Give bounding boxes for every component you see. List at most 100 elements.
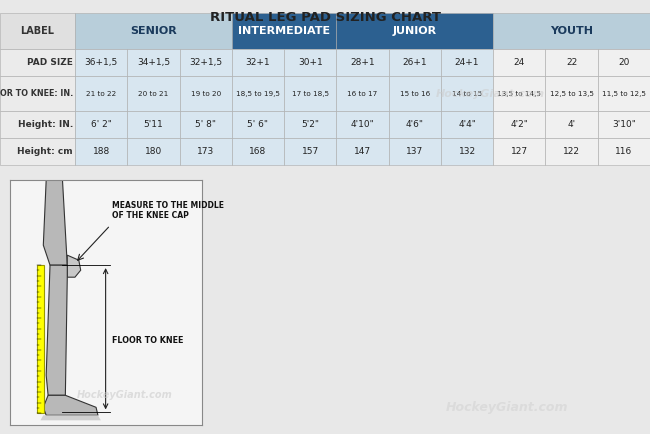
Bar xyxy=(598,112,650,138)
Bar xyxy=(493,138,545,165)
Bar xyxy=(598,49,650,76)
Text: 24: 24 xyxy=(514,58,525,67)
Text: 137: 137 xyxy=(406,147,423,156)
Bar xyxy=(75,76,127,112)
Bar xyxy=(0,49,75,76)
Bar xyxy=(36,265,44,413)
Text: 36+1,5: 36+1,5 xyxy=(84,58,118,67)
Text: HockeyGiant.com: HockeyGiant.com xyxy=(436,89,545,99)
Text: 13,5 to 14,5: 13,5 to 14,5 xyxy=(497,91,541,97)
Text: 26+1: 26+1 xyxy=(402,58,427,67)
Bar xyxy=(232,49,284,76)
Bar xyxy=(336,112,389,138)
Text: FLOOR TO KNEE: FLOOR TO KNEE xyxy=(112,336,184,345)
Bar xyxy=(284,76,336,112)
Text: 157: 157 xyxy=(302,147,319,156)
Bar xyxy=(179,49,232,76)
Text: FLOOR TO KNEE: IN.: FLOOR TO KNEE: IN. xyxy=(0,89,73,98)
Bar xyxy=(389,112,441,138)
Bar xyxy=(127,112,179,138)
Text: 32+1,5: 32+1,5 xyxy=(189,58,222,67)
Polygon shape xyxy=(68,255,81,277)
Text: 12,5 to 13,5: 12,5 to 13,5 xyxy=(550,91,593,97)
Bar xyxy=(545,76,598,112)
Text: 127: 127 xyxy=(511,147,528,156)
Text: 4'10": 4'10" xyxy=(350,120,374,129)
Bar xyxy=(179,138,232,165)
Bar xyxy=(336,138,389,165)
Text: 11,5 to 12,5: 11,5 to 12,5 xyxy=(602,91,646,97)
Text: 4'4": 4'4" xyxy=(458,120,476,129)
Bar xyxy=(232,112,284,138)
Bar xyxy=(75,112,127,138)
Text: 180: 180 xyxy=(145,147,162,156)
Text: HockeyGiant.com: HockeyGiant.com xyxy=(446,401,568,414)
Text: PAD SIZE: PAD SIZE xyxy=(27,58,73,67)
Bar xyxy=(75,138,127,165)
Text: 21 to 22: 21 to 22 xyxy=(86,91,116,97)
Text: 4'2": 4'2" xyxy=(510,120,528,129)
Text: 17 to 18,5: 17 to 18,5 xyxy=(292,91,329,97)
Bar xyxy=(75,13,232,49)
Bar xyxy=(493,13,650,49)
Text: 20 to 21: 20 to 21 xyxy=(138,91,168,97)
Bar xyxy=(545,49,598,76)
Text: LABEL: LABEL xyxy=(21,26,55,36)
Text: 6' 2": 6' 2" xyxy=(91,120,112,129)
Text: 30+1: 30+1 xyxy=(298,58,322,67)
Text: 32+1: 32+1 xyxy=(246,58,270,67)
Polygon shape xyxy=(44,180,68,265)
Bar xyxy=(545,138,598,165)
Bar xyxy=(232,13,336,49)
Polygon shape xyxy=(44,395,98,415)
Text: Height: IN.: Height: IN. xyxy=(18,120,73,129)
Bar xyxy=(284,49,336,76)
Text: 5'11: 5'11 xyxy=(144,120,163,129)
Text: 4'6": 4'6" xyxy=(406,120,424,129)
Text: RITUAL LEG PAD SIZING CHART: RITUAL LEG PAD SIZING CHART xyxy=(209,11,441,24)
Text: 122: 122 xyxy=(563,147,580,156)
Text: 16 to 17: 16 to 17 xyxy=(347,91,378,97)
Bar xyxy=(0,76,75,112)
Bar xyxy=(545,112,598,138)
Text: YOUTH: YOUTH xyxy=(550,26,593,36)
Bar xyxy=(0,112,75,138)
Bar xyxy=(127,49,179,76)
Bar xyxy=(232,138,284,165)
Bar xyxy=(336,49,389,76)
Bar xyxy=(493,76,545,112)
Bar xyxy=(441,138,493,165)
Text: 24+1: 24+1 xyxy=(455,58,479,67)
Bar xyxy=(0,13,75,49)
Bar xyxy=(493,49,545,76)
Bar xyxy=(389,49,441,76)
Text: 19 to 20: 19 to 20 xyxy=(190,91,221,97)
Text: 173: 173 xyxy=(197,147,214,156)
Text: 28+1: 28+1 xyxy=(350,58,375,67)
Text: HockeyGiant.com: HockeyGiant.com xyxy=(77,390,173,400)
Bar xyxy=(284,112,336,138)
Bar xyxy=(232,76,284,112)
Text: 34+1,5: 34+1,5 xyxy=(137,58,170,67)
Text: Height: cm: Height: cm xyxy=(18,147,73,156)
Bar xyxy=(598,138,650,165)
Text: 132: 132 xyxy=(458,147,476,156)
Text: 168: 168 xyxy=(250,147,266,156)
Bar xyxy=(179,112,232,138)
Bar xyxy=(389,76,441,112)
Bar xyxy=(441,76,493,112)
Polygon shape xyxy=(46,265,68,395)
Text: 5'2": 5'2" xyxy=(301,120,319,129)
Bar xyxy=(127,138,179,165)
Polygon shape xyxy=(40,415,101,420)
Bar xyxy=(0,138,75,165)
Text: 18,5 to 19,5: 18,5 to 19,5 xyxy=(236,91,280,97)
Text: 3'10": 3'10" xyxy=(612,120,636,129)
Text: INTERMEDIATE: INTERMEDIATE xyxy=(238,26,330,36)
Bar xyxy=(598,76,650,112)
Text: 22: 22 xyxy=(566,58,577,67)
Text: 5' 6": 5' 6" xyxy=(248,120,268,129)
Bar xyxy=(389,138,441,165)
Text: MEASURE TO THE MIDDLE
OF THE KNEE CAP: MEASURE TO THE MIDDLE OF THE KNEE CAP xyxy=(112,201,224,220)
Bar xyxy=(441,49,493,76)
